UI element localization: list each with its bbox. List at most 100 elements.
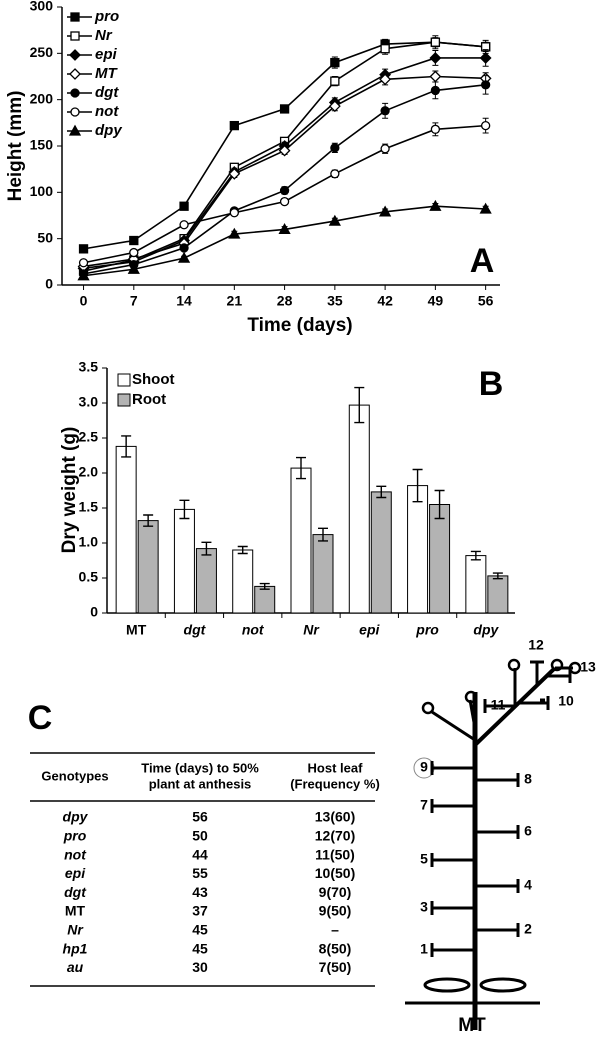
marker — [70, 31, 80, 41]
marker — [380, 106, 390, 116]
marker — [330, 169, 340, 179]
legend-label: dgt — [95, 84, 119, 101]
bar — [232, 549, 254, 614]
marker — [429, 70, 442, 83]
column-header: (Frequency %) — [290, 776, 380, 791]
table-cell: 45 — [192, 922, 208, 938]
error-bar — [121, 435, 132, 458]
marker — [430, 37, 441, 47]
bar — [370, 491, 392, 614]
error-bar — [376, 485, 387, 499]
panel-label: A — [470, 242, 495, 280]
marker — [228, 167, 241, 180]
table-cell: au — [67, 959, 84, 975]
bar — [312, 534, 334, 614]
marker — [330, 76, 340, 86]
marker — [129, 247, 139, 258]
marker — [70, 88, 80, 98]
plant-diagram — [405, 658, 582, 1030]
table-cell: pro — [63, 828, 87, 844]
legend-label: epi — [95, 46, 118, 63]
table-cell: 8(50) — [319, 940, 352, 956]
x-tick-label: 42 — [377, 293, 393, 309]
error-bar — [434, 489, 445, 520]
error-bar — [354, 386, 365, 424]
marker — [279, 196, 290, 207]
table-cell: 45 — [192, 940, 208, 956]
bar — [429, 504, 451, 614]
y-tick-label: 0 — [90, 604, 98, 620]
legend-label: MT — [95, 65, 118, 82]
column-header: plant at anthesis — [149, 776, 252, 791]
x-tick-label: 14 — [176, 293, 192, 309]
marker — [328, 214, 341, 226]
table-cell: 56 — [192, 809, 208, 825]
error-bar — [259, 582, 270, 590]
branch — [468, 699, 477, 729]
marker — [379, 73, 392, 86]
table-cell: not — [64, 846, 87, 862]
table-cell: 7(50) — [319, 959, 352, 975]
marker — [429, 52, 442, 64]
cotyledon — [423, 977, 471, 993]
bar — [137, 520, 159, 614]
marker — [70, 107, 80, 117]
leaf-label: 3 — [420, 899, 428, 915]
table-cell: 11(50) — [315, 846, 355, 862]
panel-label: B — [479, 365, 504, 403]
flower — [568, 661, 582, 675]
bar — [465, 555, 487, 614]
marker — [480, 80, 491, 90]
bar — [407, 485, 429, 614]
marker — [429, 199, 442, 211]
table-cell: 44 — [192, 846, 208, 862]
y-tick-label: 2.0 — [79, 464, 99, 480]
x-tick-label: 49 — [428, 293, 444, 309]
table-cell: dpy — [63, 809, 89, 825]
marker — [328, 100, 341, 113]
leaf-label: 11 — [491, 697, 506, 713]
table-cell: 37 — [192, 903, 208, 919]
error-bar — [143, 514, 154, 527]
bar — [115, 445, 137, 614]
cotyledon — [479, 977, 527, 993]
column-header: Host leaf — [308, 760, 364, 775]
leaf-label: 7 — [420, 797, 428, 813]
table-cell: 55 — [192, 865, 208, 881]
marker — [279, 104, 290, 114]
y-tick-label: 3.0 — [79, 394, 99, 410]
x-tick-label: epi — [359, 622, 380, 638]
marker — [430, 124, 441, 134]
leaf-label: 5 — [420, 851, 428, 867]
x-tick-label: 56 — [478, 293, 494, 309]
table-cell: 43 — [192, 884, 208, 900]
marker — [480, 120, 491, 131]
bar — [254, 585, 276, 614]
bar — [348, 404, 370, 614]
marker — [229, 120, 239, 131]
marker — [379, 205, 392, 217]
marker — [229, 208, 239, 218]
marker — [179, 243, 189, 253]
column-header: Genotypes — [41, 768, 108, 783]
table-cell: – — [331, 922, 339, 938]
y-tick-label: 1.0 — [79, 534, 99, 550]
marker — [479, 52, 492, 64]
leaf-label: 1 — [420, 941, 428, 957]
table-cell: Nr — [67, 922, 84, 938]
branch — [431, 710, 476, 742]
leaf-label: 8 — [524, 771, 532, 787]
table-cell: epi — [65, 865, 86, 881]
leaf-label: 2 — [524, 921, 532, 937]
leaf-label: 10 — [558, 693, 574, 709]
y-axis-label: Dry weight (g) — [59, 427, 80, 554]
table-cell: hp1 — [63, 940, 88, 956]
marker — [69, 49, 81, 61]
x-tick-label: 7 — [130, 293, 138, 309]
table-cell: 9(70) — [319, 884, 352, 900]
marker — [380, 44, 390, 54]
marker — [70, 12, 80, 22]
marker — [69, 68, 81, 80]
y-axis-label: Height (mm) — [5, 91, 26, 202]
